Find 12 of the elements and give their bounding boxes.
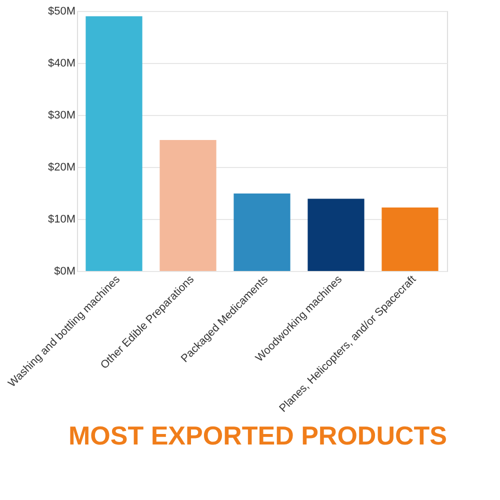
y-tick-label: $50M	[48, 6, 76, 18]
y-tick-label: $30M	[48, 110, 76, 122]
y-tick-label: $20M	[48, 162, 76, 174]
bar	[382, 208, 438, 271]
bar	[308, 198, 364, 271]
bar	[86, 16, 142, 271]
y-tick-label: $10M	[48, 214, 76, 226]
text: MOST EXPORTED PRODUCTS	[68, 420, 447, 451]
y-tick-label: $40M	[48, 58, 76, 70]
bar	[160, 140, 216, 271]
y-tick-label: $0M	[54, 266, 76, 278]
bar	[234, 194, 290, 271]
